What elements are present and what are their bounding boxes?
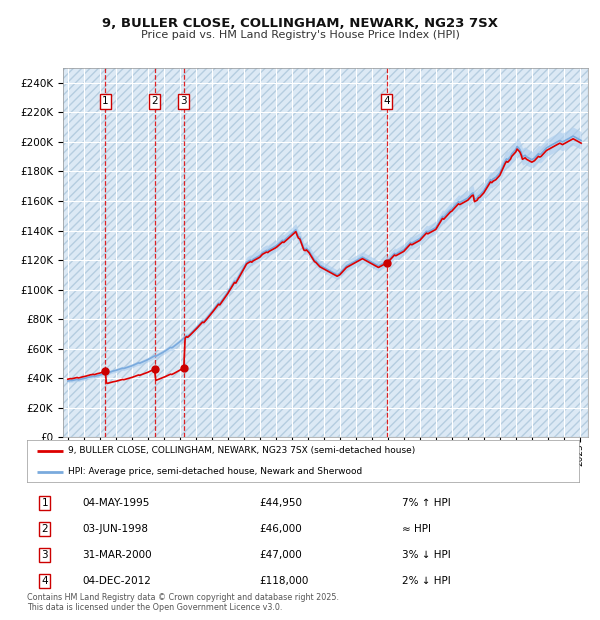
Text: 4: 4 — [383, 96, 390, 107]
Text: 9, BULLER CLOSE, COLLINGHAM, NEWARK, NG23 7SX (semi-detached house): 9, BULLER CLOSE, COLLINGHAM, NEWARK, NG2… — [68, 446, 416, 455]
Text: 31-MAR-2000: 31-MAR-2000 — [82, 550, 152, 560]
Text: 7% ↑ HPI: 7% ↑ HPI — [403, 498, 451, 508]
Text: £118,000: £118,000 — [259, 576, 308, 586]
Text: 03-JUN-1998: 03-JUN-1998 — [82, 524, 148, 534]
Text: 04-MAY-1995: 04-MAY-1995 — [82, 498, 149, 508]
Text: 1: 1 — [102, 96, 109, 107]
Text: Price paid vs. HM Land Registry's House Price Index (HPI): Price paid vs. HM Land Registry's House … — [140, 30, 460, 40]
Text: HPI: Average price, semi-detached house, Newark and Sherwood: HPI: Average price, semi-detached house,… — [68, 467, 362, 476]
Text: 04-DEC-2012: 04-DEC-2012 — [82, 576, 151, 586]
Text: 2: 2 — [151, 96, 158, 107]
Text: £47,000: £47,000 — [259, 550, 302, 560]
Text: 3% ↓ HPI: 3% ↓ HPI — [403, 550, 451, 560]
Text: 3: 3 — [181, 96, 187, 107]
Text: 2% ↓ HPI: 2% ↓ HPI — [403, 576, 451, 586]
Text: Contains HM Land Registry data © Crown copyright and database right 2025.
This d: Contains HM Land Registry data © Crown c… — [27, 593, 339, 612]
Text: 2: 2 — [41, 524, 48, 534]
Text: £46,000: £46,000 — [259, 524, 302, 534]
Text: ≈ HPI: ≈ HPI — [403, 524, 431, 534]
Text: 4: 4 — [41, 576, 48, 586]
Text: £44,950: £44,950 — [259, 498, 302, 508]
Text: 1: 1 — [41, 498, 48, 508]
Text: 9, BULLER CLOSE, COLLINGHAM, NEWARK, NG23 7SX: 9, BULLER CLOSE, COLLINGHAM, NEWARK, NG2… — [102, 17, 498, 30]
Text: 3: 3 — [41, 550, 48, 560]
